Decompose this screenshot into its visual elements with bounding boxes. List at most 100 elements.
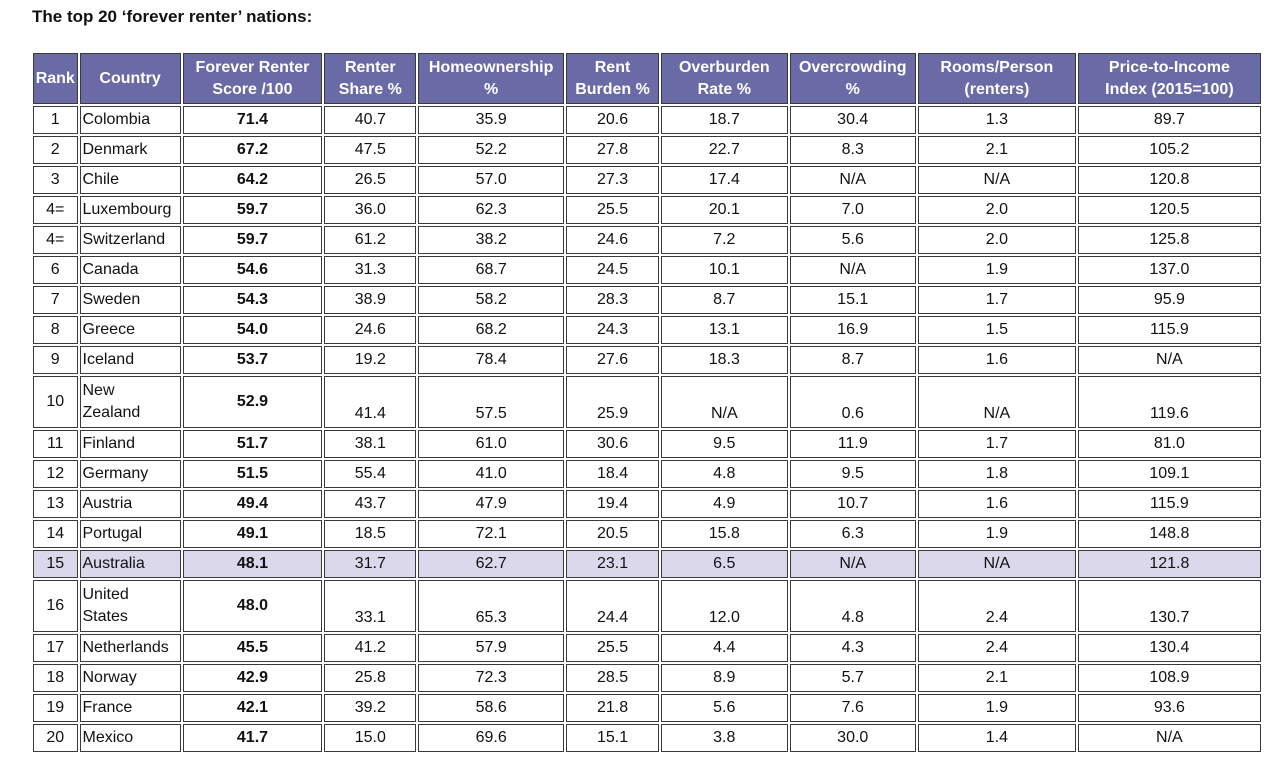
rooms-cell: 1.6 (917, 346, 1076, 374)
pti-cell: 119.6 (1077, 376, 1261, 428)
renter-share-cell: 31.7 (324, 550, 417, 578)
header-rank: Rank (33, 53, 78, 104)
overburden-cell: 4.4 (661, 634, 788, 662)
country-cell: Colombia (79, 106, 181, 134)
renter-share-cell: 40.7 (324, 106, 417, 134)
rooms-cell: 1.5 (917, 316, 1076, 344)
table-row: 6 Canada 54.6 31.3 68.7 24.5 10.1 N/A 1.… (33, 256, 1261, 284)
homeownership-cell: 65.3 (418, 580, 564, 632)
pti-cell: 95.9 (1077, 286, 1261, 314)
country-cell: Sweden (79, 286, 181, 314)
rank-cell: 4= (33, 226, 78, 254)
rooms-cell: 1.3 (917, 106, 1076, 134)
pti-cell: N/A (1077, 346, 1261, 374)
rent-burden-cell: 23.1 (566, 550, 660, 578)
score-cell: 54.3 (182, 286, 323, 314)
country-cell: Switzerland (79, 226, 181, 254)
score-cell: 48.1 (182, 550, 323, 578)
rent-burden-cell: 24.5 (566, 256, 660, 284)
pti-cell: 120.8 (1077, 166, 1261, 194)
overcrowding-cell: 4.3 (789, 634, 916, 662)
rank-cell: 3 (33, 166, 78, 194)
rank-cell: 1 (33, 106, 78, 134)
pti-cell: 115.9 (1077, 490, 1261, 518)
renter-share-cell: 24.6 (324, 316, 417, 344)
overcrowding-cell: 7.6 (789, 694, 916, 722)
table-row: 9 Iceland 53.7 19.2 78.4 27.6 18.3 8.7 1… (33, 346, 1261, 374)
country-cell: Luxembourg (79, 196, 181, 224)
country-cell: Netherlands (79, 634, 181, 662)
pti-cell: 130.7 (1077, 580, 1261, 632)
homeownership-cell: 62.3 (418, 196, 564, 224)
forever-renter-table: Rank Country Forever Renter Score /100 Re… (31, 51, 1263, 754)
rent-burden-cell: 28.5 (566, 664, 660, 692)
table-row: 4= Switzerland 59.7 61.2 38.2 24.6 7.2 5… (33, 226, 1261, 254)
header-price-to-income: Price-to-Income Index (2015=100) (1077, 53, 1261, 104)
homeownership-cell: 68.7 (418, 256, 564, 284)
overcrowding-cell: 16.9 (789, 316, 916, 344)
pti-cell: N/A (1077, 724, 1261, 752)
renter-share-cell: 41.4 (324, 376, 417, 428)
homeownership-cell: 52.2 (418, 136, 564, 164)
score-cell: 59.7 (182, 196, 323, 224)
score-cell: 59.7 (182, 226, 323, 254)
rooms-cell: 1.9 (917, 256, 1076, 284)
homeownership-cell: 62.7 (418, 550, 564, 578)
renter-share-cell: 31.3 (324, 256, 417, 284)
rooms-cell: 2.0 (917, 196, 1076, 224)
rooms-cell: 2.1 (917, 664, 1076, 692)
rank-cell: 8 (33, 316, 78, 344)
score-cell: 45.5 (182, 634, 323, 662)
rent-burden-cell: 24.6 (566, 226, 660, 254)
overburden-cell: 18.7 (661, 106, 788, 134)
table-row-highlighted: 15 Australia 48.1 31.7 62.7 23.1 6.5 N/A… (33, 550, 1261, 578)
overburden-cell: 6.5 (661, 550, 788, 578)
pti-cell: 121.8 (1077, 550, 1261, 578)
page-title: The top 20 ‘forever renter’ nations: (32, 7, 313, 26)
overburden-cell: 12.0 (661, 580, 788, 632)
header-overburden: Overburden Rate % (661, 53, 788, 104)
country-cell: Australia (79, 550, 181, 578)
rank-cell: 19 (33, 694, 78, 722)
rent-burden-cell: 21.8 (566, 694, 660, 722)
header-rooms-per-person: Rooms/Person (renters) (917, 53, 1076, 104)
pti-cell: 115.9 (1077, 316, 1261, 344)
table-row: 18 Norway 42.9 25.8 72.3 28.5 8.9 5.7 2.… (33, 664, 1261, 692)
overburden-cell: 7.2 (661, 226, 788, 254)
score-cell: 71.4 (182, 106, 323, 134)
rent-burden-cell: 18.4 (566, 460, 660, 488)
table-row: 13 Austria 49.4 43.7 47.9 19.4 4.9 10.7 … (33, 490, 1261, 518)
pti-cell: 108.9 (1077, 664, 1261, 692)
renter-share-cell: 25.8 (324, 664, 417, 692)
country-cell: Mexico (79, 724, 181, 752)
rooms-cell: 1.9 (917, 520, 1076, 548)
homeownership-cell: 38.2 (418, 226, 564, 254)
pti-cell: 120.5 (1077, 196, 1261, 224)
table-row: 2 Denmark 67.2 47.5 52.2 27.8 22.7 8.3 2… (33, 136, 1261, 164)
rank-cell: 16 (33, 580, 78, 632)
rank-cell: 6 (33, 256, 78, 284)
rooms-cell: 1.9 (917, 694, 1076, 722)
overcrowding-cell: 11.9 (789, 430, 916, 458)
pti-cell: 137.0 (1077, 256, 1261, 284)
table-row: 7 Sweden 54.3 38.9 58.2 28.3 8.7 15.1 1.… (33, 286, 1261, 314)
rent-burden-cell: 27.8 (566, 136, 660, 164)
header-country: Country (79, 53, 181, 104)
rank-cell: 20 (33, 724, 78, 752)
homeownership-cell: 57.0 (418, 166, 564, 194)
score-cell: 67.2 (182, 136, 323, 164)
pti-cell: 109.1 (1077, 460, 1261, 488)
overburden-cell: 5.6 (661, 694, 788, 722)
homeownership-cell: 57.9 (418, 634, 564, 662)
overcrowding-cell: 30.0 (789, 724, 916, 752)
overcrowding-cell: 5.6 (789, 226, 916, 254)
homeownership-cell: 41.0 (418, 460, 564, 488)
rent-burden-cell: 24.3 (566, 316, 660, 344)
overburden-cell: N/A (661, 376, 788, 428)
rent-burden-cell: 28.3 (566, 286, 660, 314)
score-cell: 48.0 (182, 580, 323, 632)
pti-cell: 148.8 (1077, 520, 1261, 548)
rank-cell: 2 (33, 136, 78, 164)
country-cell: Greece (79, 316, 181, 344)
country-cell: Denmark (79, 136, 181, 164)
